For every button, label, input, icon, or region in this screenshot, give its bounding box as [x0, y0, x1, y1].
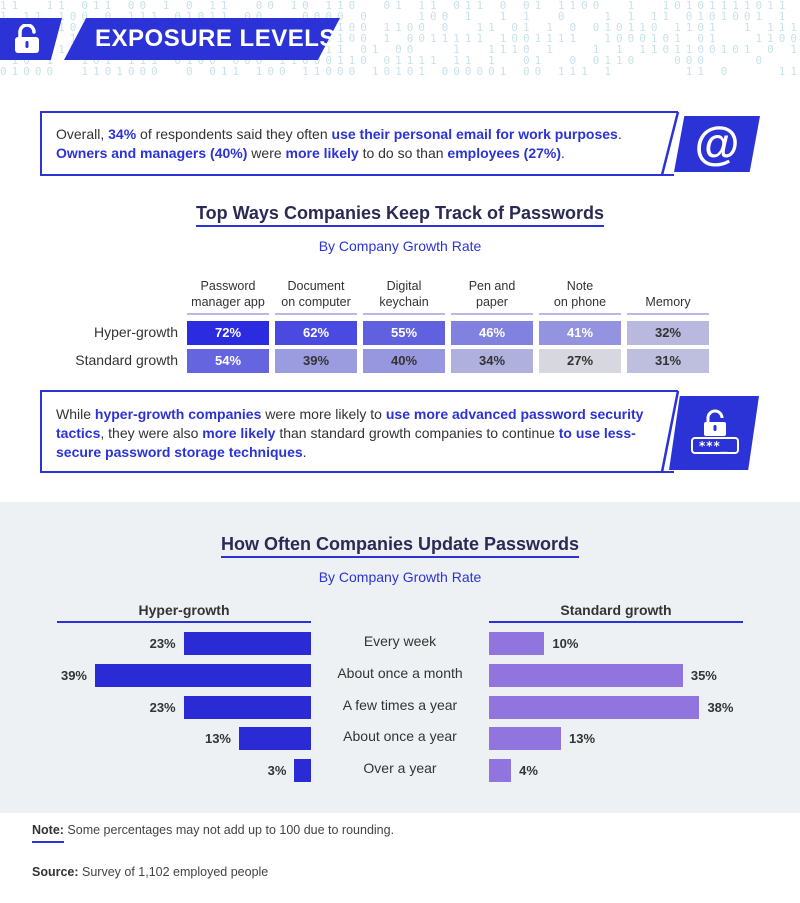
callout-text: to do so than: [358, 145, 448, 161]
standard-growth-bar: [489, 632, 545, 655]
column-header: Pen and paper: [451, 278, 533, 315]
column-header: Password manager app: [187, 278, 269, 315]
callout-text: , they were also: [100, 425, 203, 441]
table-cell: 41%: [539, 321, 621, 345]
table-cell: 27%: [539, 349, 621, 373]
column-header: Document on computer: [275, 278, 357, 315]
password-lock-icon: ***_: [691, 409, 739, 454]
email-usage-callout: Overall, 34% of respondents said they of…: [40, 111, 674, 176]
highlighted-text: to use less-secure password storage tech…: [56, 425, 636, 460]
standard-growth-value: 4%: [519, 763, 538, 779]
callout-text: While: [56, 406, 95, 422]
frequency-label: About once a month: [337, 664, 463, 681]
standard-growth-value: 35%: [690, 667, 717, 683]
hyper-growth-value: 23%: [149, 636, 176, 651]
hyper-growth-bar: [294, 759, 311, 783]
hyper-growth-bar: [95, 663, 311, 687]
hyper-growth-bar: [239, 727, 311, 751]
page-title: EXPOSURE LEVELS: [95, 25, 336, 52]
hyper-growth-value: 39%: [60, 667, 87, 683]
highlighted-text: more likely: [202, 425, 276, 441]
table-cell: 32%: [627, 321, 709, 345]
hyper-growth-value: 23%: [149, 699, 176, 715]
highlighted-text: use more advanced password security tact…: [56, 406, 644, 441]
column-header: Digital keychain: [363, 278, 445, 315]
header-title-box: [64, 18, 340, 60]
table-cell: 40%: [363, 349, 445, 373]
table-cell: 46%: [451, 321, 533, 345]
at-sign-icon: @: [694, 117, 740, 169]
frequency-label: About once a year: [343, 728, 457, 745]
standard-growth-bar: [489, 759, 512, 783]
hyper-growth-group-header: Hyper-growth: [57, 602, 311, 623]
update-chart-title: How Often Companies Update Passwords: [0, 534, 800, 558]
standard-growth-value: 10%: [552, 636, 579, 651]
hyper-growth-value: 13%: [204, 731, 231, 747]
column-header: Note on phone: [539, 278, 621, 315]
highlighted-text: employees (27%): [447, 145, 562, 161]
highlighted-text: use their personal email for work purpos…: [331, 126, 618, 142]
highlighted-text: more likely: [285, 145, 359, 161]
callout-slant-edge: [658, 390, 680, 473]
update-frequency-section: [0, 502, 800, 813]
standard-growth-bar: [489, 727, 561, 751]
highlighted-text: 34%: [108, 126, 137, 142]
table-cell: 31%: [627, 349, 709, 373]
callout-text: than standard growth companies to contin…: [275, 425, 559, 441]
table-cell: 54%: [187, 349, 269, 373]
at-sign-badge: [674, 116, 760, 172]
column-header: Memory: [627, 278, 709, 315]
growth-tactics-callout: While hyper-growth companies were more l…: [40, 390, 674, 473]
update-chart-subtitle: By Company Growth Rate: [318, 569, 482, 585]
table-cell: 34%: [451, 349, 533, 373]
source-text: Source: Survey of 1,102 employed people: [32, 865, 269, 879]
table-cell: 62%: [275, 321, 357, 345]
callout-text: were: [247, 145, 286, 161]
passwords-table-title: Top Ways Companies Keep Track of Passwor…: [0, 203, 800, 227]
frequency-label: Every week: [363, 633, 437, 649]
table-cell: 39%: [275, 349, 357, 373]
passwords-table-subtitle: By Company Growth Rate: [318, 238, 482, 254]
callout-text: of respondents said they often: [136, 126, 332, 142]
callout-text: .: [561, 145, 565, 161]
unlocked-padlock-icon: [15, 24, 39, 53]
highlighted-text: hyper-growth companies: [94, 406, 262, 422]
table-cell: 72%: [187, 321, 269, 345]
callout-text: .: [617, 126, 622, 142]
row-label: Standard growth: [75, 352, 178, 368]
callout-text: .: [302, 444, 307, 460]
hyper-growth-value: 3%: [267, 763, 287, 779]
frequency-label: A few times a year: [342, 696, 458, 713]
standard-growth-value: 13%: [569, 731, 596, 747]
highlighted-text: Owners and managers (40%): [56, 145, 248, 161]
standard-growth-bar: [489, 663, 683, 687]
callout-slant-edge: [658, 111, 680, 176]
frequency-label: Over a year: [363, 760, 437, 777]
standard-growth-bar: [489, 695, 700, 719]
standard-growth-group-header: Standard growth: [489, 602, 743, 623]
table-cell: 55%: [363, 321, 445, 345]
callout-text: Overall,: [56, 126, 109, 142]
hyper-growth-bar: [183, 695, 311, 719]
row-label: Hyper-growth: [93, 324, 178, 340]
standard-growth-value: 38%: [707, 699, 734, 715]
svg-text:***_: ***_: [699, 439, 729, 454]
note-text: Note: Some percentages may not add up to…: [32, 823, 394, 843]
hyper-growth-bar: [183, 632, 311, 655]
callout-text: were more likely to: [261, 406, 386, 422]
